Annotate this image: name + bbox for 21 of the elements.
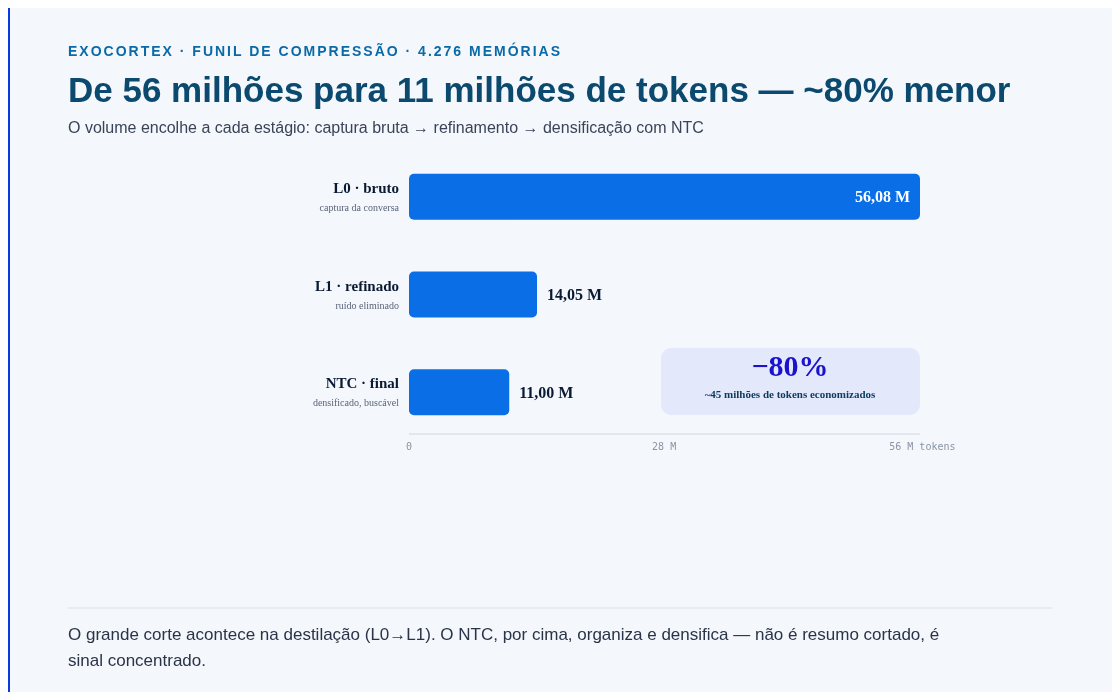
y-tick-label: L1 · refinado — [315, 277, 399, 294]
x-tick-label: 28 M — [652, 441, 677, 452]
text: O volume encolhe a cada estágio: captura bruta → refinamento → densificação com NTC — [68, 119, 704, 136]
bar — [409, 173, 920, 220]
x-tick-label: 0 — [405, 441, 413, 452]
text: ruído eliminado — [335, 299, 399, 311]
y-tick-label: NTC · final — [325, 375, 399, 392]
data-label: 14,05 M — [547, 286, 603, 304]
y-tick-label: L0 · bruto — [333, 179, 399, 196]
chart-title: De 56 milhões para 11 milhões de tokens — ~80% menor — [68, 70, 1011, 109]
text: captura da conversa — [319, 201, 400, 213]
data-label: 11,00 M — [519, 383, 574, 401]
chart-subtitle: EXOCORTEX · FUNIL DE COMPRESSÃO · 4.276 MEMÓRIAS — [68, 42, 563, 59]
annotation: −80% — [751, 349, 829, 382]
x-tick-label: 56 M tokens — [889, 441, 956, 452]
text: densificado, buscável — [312, 397, 400, 409]
bar — [409, 369, 510, 416]
bar — [409, 271, 538, 318]
annotation: ~45 milhões de tokens economizados — [704, 388, 877, 400]
text: O grande corte acontece na destilação (L0→L1). O NTC, por cima, organiza e densifica — não é resumo cortado, é sinal concentrado. — [68, 625, 940, 670]
data-label: 56,08 M — [854, 188, 910, 206]
